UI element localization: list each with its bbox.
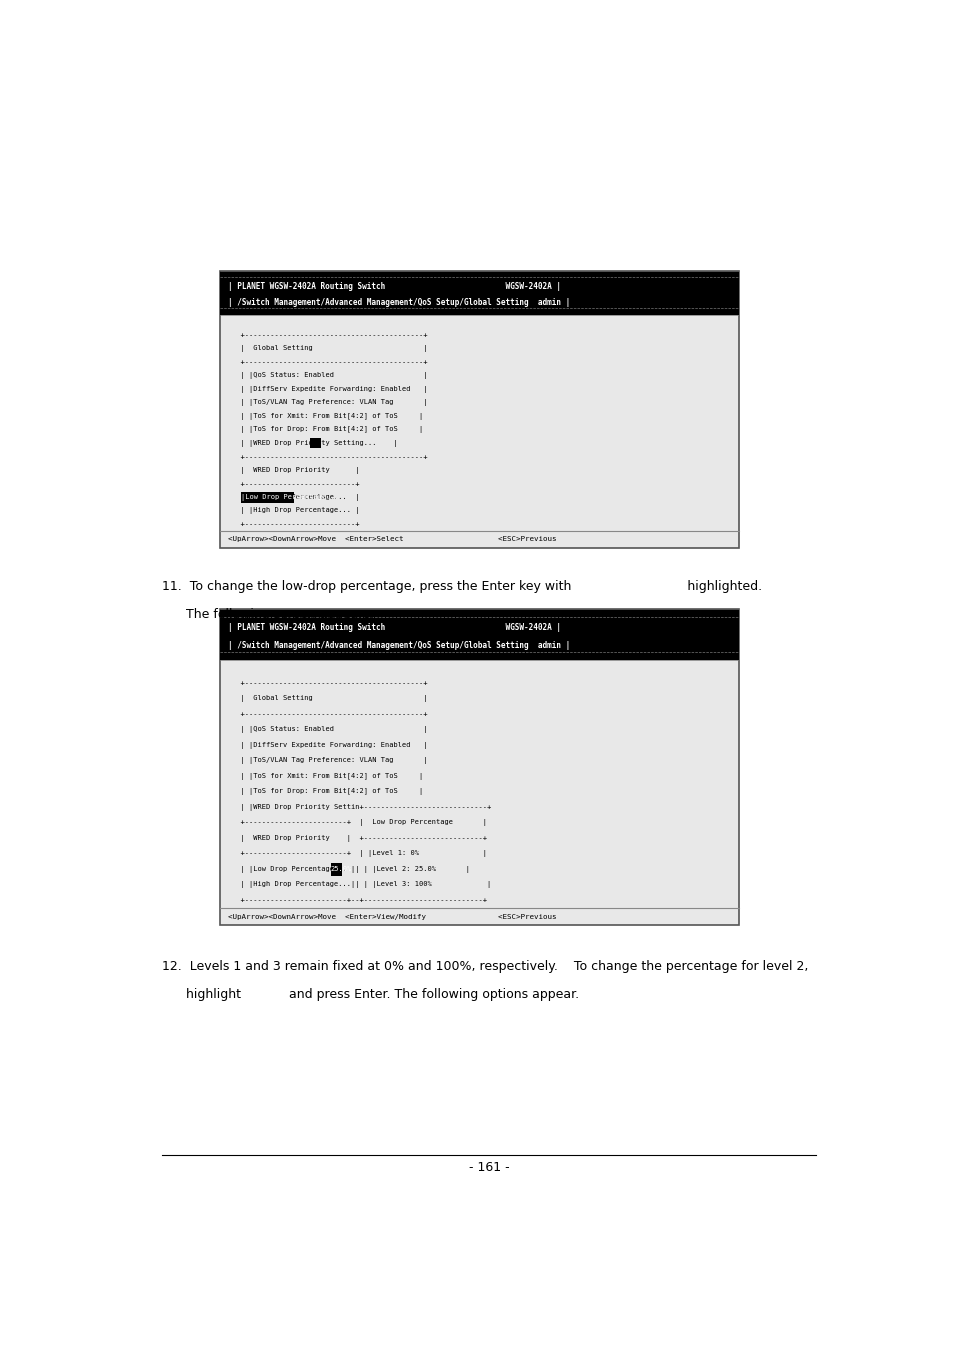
Text: | |DiffServ Expedite Forwarding: Enabled   |: | |DiffServ Expedite Forwarding: Enabled…: [232, 742, 427, 748]
Text: <UpArrow><DownArrow>Move  <Enter>View/Modify                <ESC>Previous: <UpArrow><DownArrow>Move <Enter>View/Mod…: [228, 913, 556, 920]
Text: | |ToS for Xmit: From Bit[4:2] of ToS     |: | |ToS for Xmit: From Bit[4:2] of ToS |: [232, 413, 422, 420]
FancyBboxPatch shape: [220, 270, 739, 549]
Text: | |ToS for Drop: From Bit[4:2] of ToS     |: | |ToS for Drop: From Bit[4:2] of ToS |: [232, 427, 422, 434]
Text: | |Low Drop Percentage...  |: | |Low Drop Percentage... |: [232, 493, 358, 501]
Text: | |ToS/VLAN Tag Preference: VLAN Tag       |: | |ToS/VLAN Tag Preference: VLAN Tag |: [232, 758, 427, 765]
Text: 12.  Levels 1 and 3 remain fixed at 0% and 100%, respectively.    To change the : 12. Levels 1 and 3 remain fixed at 0% an…: [162, 959, 807, 973]
Text: | PLANET WGSW-2402A Routing Switch                          WGSW-2402A |: | PLANET WGSW-2402A Routing Switch WGSW-…: [228, 282, 560, 290]
Text: +------------------------------------------+: +---------------------------------------…: [232, 712, 427, 717]
Text: 25.0%: 25.0%: [331, 866, 352, 873]
Text: | |QoS Status: Enabled                     |: | |QoS Status: Enabled |: [232, 373, 427, 380]
Text: | |Low Drop Percentage... || | |Level 2: 25.0%       |: | |Low Drop Percentage... || | |Level 2:…: [232, 866, 469, 873]
Text: - 161 -: - 161 -: [468, 1161, 509, 1174]
Text: +------------------------+--+----------------------------+: +------------------------+--+-----------…: [232, 897, 486, 904]
Text: |Low Drop Percentage...: |Low Drop Percentage...: [240, 493, 338, 501]
Text: |  WRED Drop Priority    |  +----------------------------+: | WRED Drop Priority | +----------------…: [232, 835, 486, 842]
Text: | |ToS for Drop: From Bit[4:2] of ToS     |: | |ToS for Drop: From Bit[4:2] of ToS |: [232, 789, 422, 796]
FancyBboxPatch shape: [331, 863, 342, 875]
Text: | |DiffServ Expedite Forwarding: Enabled   |: | |DiffServ Expedite Forwarding: Enabled…: [232, 386, 427, 393]
Text: +------------------------------------------+: +---------------------------------------…: [232, 681, 427, 686]
Text: +------------------------------------------+: +---------------------------------------…: [232, 332, 427, 338]
Text: |  Global Setting                          |: | Global Setting |: [232, 346, 427, 353]
FancyBboxPatch shape: [220, 609, 739, 925]
Text: | |WRED Drop Priority Setting...    |: | |WRED Drop Priority Setting... |: [232, 439, 397, 447]
Text: | /Switch Management/Advanced Management/QoS Setup/Global Setting  admin |: | /Switch Management/Advanced Management…: [228, 642, 569, 650]
Text: 11.  To change the low-drop percentage, press the Enter key with                : 11. To change the low-drop percentage, p…: [162, 580, 761, 593]
Text: | /Switch Management/Advanced Management/QoS Setup/Global Setting  admin |: | /Switch Management/Advanced Management…: [228, 299, 569, 307]
Text: +------------------------+  | |Level 1: 0%               |: +------------------------+ | |Level 1: 0…: [232, 850, 486, 858]
FancyBboxPatch shape: [220, 270, 739, 315]
FancyBboxPatch shape: [220, 609, 739, 661]
Text: +--------------------------+: +--------------------------+: [232, 521, 358, 527]
Text: |  Global Setting                          |: | Global Setting |: [232, 696, 427, 703]
Text: | |ToS for Xmit: From Bit[4:2] of ToS     |: | |ToS for Xmit: From Bit[4:2] of ToS |: [232, 773, 422, 780]
Text: | PLANET WGSW-2402A Routing Switch                          WGSW-2402A |: | PLANET WGSW-2402A Routing Switch WGSW-…: [228, 623, 560, 632]
Text: +------------------------+  |  Low Drop Percentage       |: +------------------------+ | Low Drop Pe…: [232, 820, 486, 827]
Text: highlight            and press Enter. The following options appear.: highlight and press Enter. The following…: [162, 989, 578, 1001]
Text: +------------------------------------------+: +---------------------------------------…: [232, 454, 427, 459]
Text: | |QoS Status: Enabled                     |: | |QoS Status: Enabled |: [232, 727, 427, 734]
Text: | |High Drop Percentage...|| | |Level 3: 100%             |: | |High Drop Percentage...|| | |Level 3:…: [232, 881, 491, 889]
FancyBboxPatch shape: [310, 438, 320, 449]
Text: | |ToS/VLAN Tag Preference: VLAN Tag       |: | |ToS/VLAN Tag Preference: VLAN Tag |: [232, 400, 427, 407]
FancyBboxPatch shape: [240, 492, 294, 503]
Text: +------------------------------------------+: +---------------------------------------…: [232, 359, 427, 365]
Text: The following screen appears.: The following screen appears.: [162, 608, 374, 621]
Text: +--------------------------+: +--------------------------+: [232, 481, 358, 486]
Text: | |High Drop Percentage... |: | |High Drop Percentage... |: [232, 507, 358, 515]
Text: <UpArrow><DownArrow>Move  <Enter>Select                     <ESC>Previous: <UpArrow><DownArrow>Move <Enter>Select <…: [228, 536, 556, 542]
Text: |  WRED Drop Priority      |: | WRED Drop Priority |: [232, 466, 358, 474]
Text: | |WRED Drop Priority Settin+-----------------------------+: | |WRED Drop Priority Settin+-----------…: [232, 804, 491, 811]
